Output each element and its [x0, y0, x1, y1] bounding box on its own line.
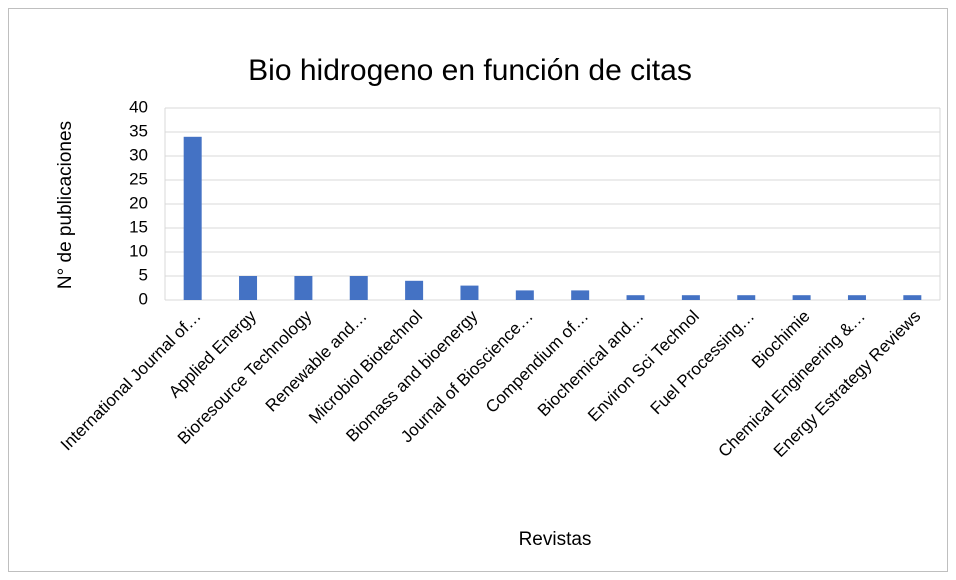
y-tick-label: 10 — [129, 241, 148, 260]
y-tick-label: 5 — [139, 265, 148, 284]
bar — [515, 290, 534, 300]
bar — [294, 276, 313, 300]
bar — [349, 276, 368, 300]
y-tick-label: 20 — [129, 193, 148, 212]
bar — [792, 295, 811, 300]
x-axis-title: Revistas — [519, 529, 592, 550]
bar — [903, 295, 922, 300]
chart-title: Bio hidrogeno en función de citas — [248, 54, 692, 87]
y-tick-label: 0 — [139, 289, 148, 308]
bar — [183, 136, 202, 300]
y-tick-label: 35 — [129, 121, 148, 140]
y-tick-label: 15 — [129, 217, 148, 236]
bar — [737, 295, 756, 300]
y-tick-label: 25 — [129, 169, 148, 188]
bar — [681, 295, 700, 300]
bar — [239, 276, 258, 300]
bar — [626, 295, 645, 300]
bar — [460, 285, 479, 300]
y-tick-label: 30 — [129, 145, 148, 164]
bar — [405, 280, 424, 300]
bar — [847, 295, 866, 300]
y-axis-title: N° de publicaciones — [55, 121, 76, 289]
y-tick-label: 40 — [129, 97, 148, 116]
bar — [571, 290, 590, 300]
